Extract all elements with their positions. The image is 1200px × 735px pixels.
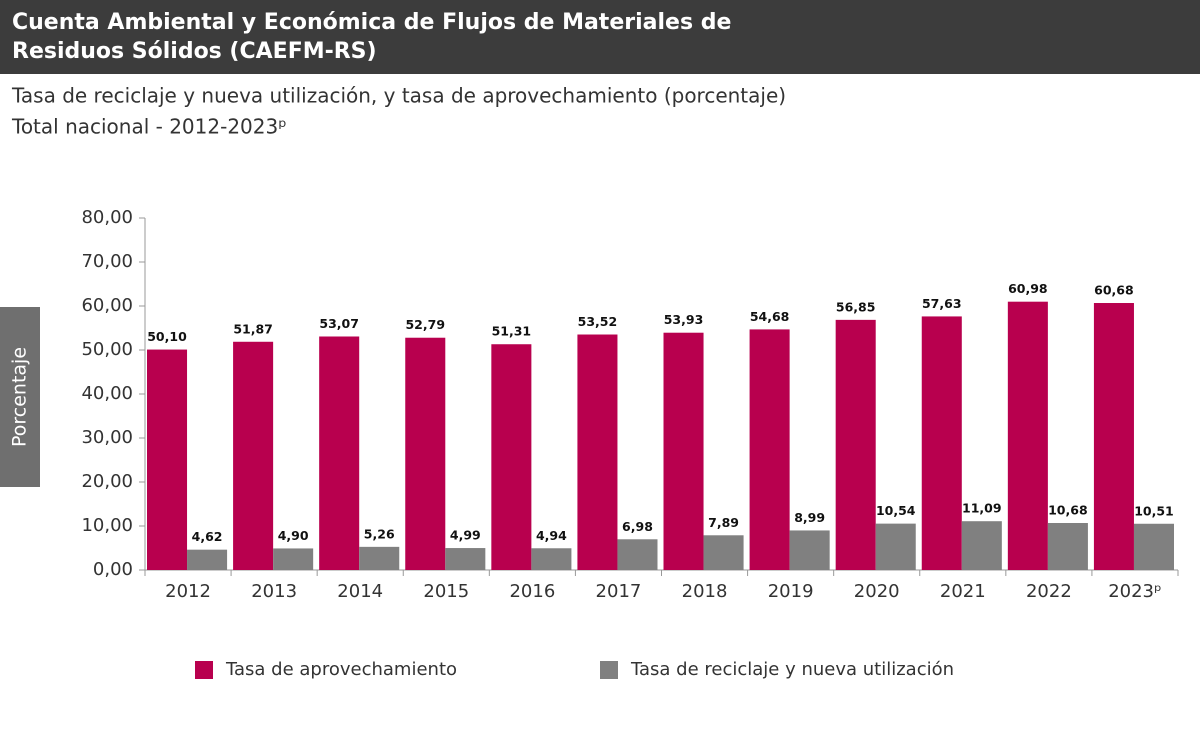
legend-label: Tasa de aprovechamiento — [225, 659, 457, 680]
x-tick-label: 2023ᵖ — [1108, 581, 1162, 602]
bar — [187, 549, 228, 570]
y-tick-label: 0,00 — [93, 559, 133, 580]
y-tick-label: 10,00 — [81, 515, 133, 536]
y-label-box — [0, 307, 40, 487]
value-label: 53,52 — [578, 314, 618, 329]
y-tick-label: 50,00 — [81, 339, 133, 360]
bar — [789, 530, 830, 570]
y-axis-label: Porcentaje — [9, 347, 31, 447]
bar — [491, 344, 532, 570]
value-label: 53,93 — [664, 312, 704, 327]
x-tick-label: 2021 — [940, 581, 986, 602]
x-tick-label: 2013 — [251, 581, 297, 602]
bar — [617, 539, 658, 570]
value-label: 8,99 — [794, 510, 825, 525]
value-label: 4,94 — [536, 528, 567, 543]
x-tick-label: 2014 — [337, 581, 383, 602]
chart-title: Cuenta Ambiental y Económica de Flujos d… — [12, 10, 731, 35]
value-label: 50,10 — [147, 329, 187, 344]
x-tick-label: 2020 — [854, 581, 900, 602]
bar — [233, 341, 274, 570]
chart-title: Residuos Sólidos (CAEFM-RS) — [12, 39, 377, 64]
value-label: 57,63 — [922, 296, 962, 311]
value-label: 4,62 — [192, 529, 223, 544]
bar — [445, 548, 486, 570]
bar — [875, 523, 916, 570]
y-tick-label: 30,00 — [81, 427, 133, 448]
value-label: 51,31 — [492, 324, 532, 339]
legend-swatch — [195, 661, 213, 679]
legend-label: Tasa de reciclaje y nueva utilización — [630, 659, 954, 680]
x-tick-label: 2017 — [596, 581, 642, 602]
bar — [961, 521, 1002, 570]
bar — [531, 548, 572, 570]
y-tick-label: 40,00 — [81, 383, 133, 404]
value-label: 4,99 — [450, 528, 481, 543]
bar — [663, 332, 704, 570]
bar — [273, 548, 314, 570]
bar — [703, 535, 744, 570]
value-label: 10,51 — [1134, 503, 1174, 518]
x-tick-label: 2022 — [1026, 581, 1072, 602]
bar — [405, 337, 446, 570]
value-label: 54,68 — [750, 309, 790, 324]
y-tick-label: 80,00 — [81, 207, 133, 228]
value-label: 7,89 — [708, 515, 739, 530]
value-label: 4,90 — [278, 528, 309, 543]
value-label: 5,26 — [364, 526, 395, 541]
bar — [1047, 523, 1088, 570]
x-tick-label: 2012 — [165, 581, 211, 602]
bar — [1007, 301, 1048, 570]
value-label: 60,98 — [1008, 281, 1048, 296]
value-label: 51,87 — [233, 321, 273, 336]
bar — [319, 336, 360, 570]
bar — [359, 546, 400, 570]
x-tick-label: 2018 — [682, 581, 728, 602]
value-label: 10,68 — [1048, 503, 1088, 518]
value-label: 11,09 — [962, 501, 1002, 516]
x-tick-label: 2019 — [768, 581, 814, 602]
bar — [577, 334, 618, 570]
value-label: 10,54 — [876, 503, 916, 518]
bar — [1093, 303, 1134, 570]
value-label: 52,79 — [405, 317, 445, 332]
bar — [921, 316, 962, 570]
y-tick-label: 60,00 — [81, 295, 133, 316]
bar — [835, 319, 876, 570]
subtitle: Total nacional - 2012-2023ᵖ — [11, 115, 287, 139]
x-tick-label: 2016 — [509, 581, 555, 602]
header-bar — [0, 0, 1200, 74]
value-label: 60,68 — [1094, 283, 1134, 298]
subtitle: Tasa de reciclaje y nueva utilización, y… — [11, 84, 786, 108]
bar — [1133, 523, 1174, 570]
y-tick-label: 70,00 — [81, 251, 133, 272]
value-label: 53,07 — [319, 316, 359, 331]
y-tick-label: 20,00 — [81, 471, 133, 492]
value-label: 6,98 — [622, 519, 653, 534]
bar — [147, 349, 188, 570]
bar — [749, 329, 790, 570]
value-label: 56,85 — [836, 299, 876, 314]
x-tick-label: 2015 — [423, 581, 469, 602]
legend-swatch — [600, 661, 618, 679]
